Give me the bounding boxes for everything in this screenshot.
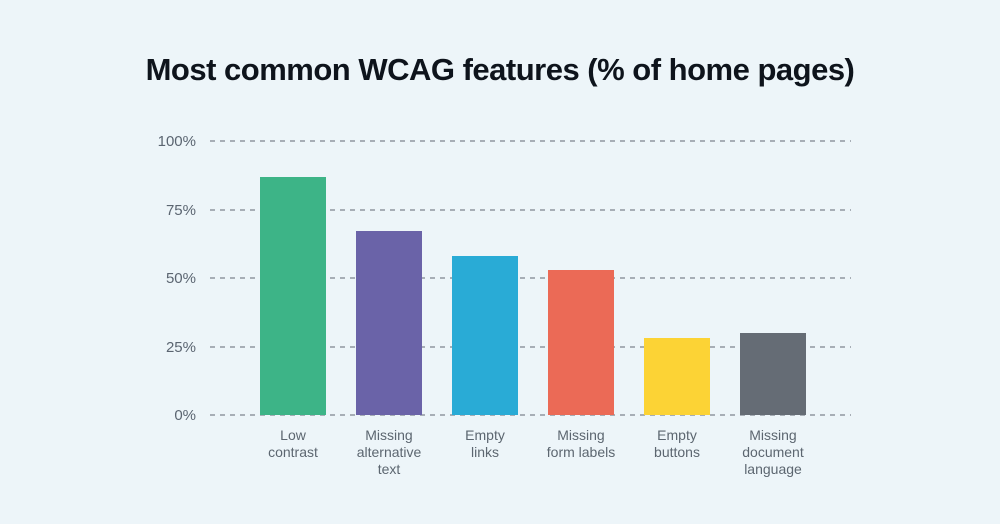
bar-low-contrast — [260, 176, 326, 415]
gridline-75 — [210, 208, 851, 211]
gridline-0 — [210, 414, 851, 416]
bar-empty-links — [452, 256, 518, 415]
bar-missing-alternative-text — [356, 231, 422, 415]
ytick-label-25: 25% — [165, 338, 196, 356]
category-label-missing-form-labels: Missing form labels — [546, 427, 616, 460]
category-label-low-contrast: Low contrast — [268, 427, 318, 460]
gridline-25 — [210, 345, 851, 348]
category-label-empty-links: Empty links — [465, 427, 505, 460]
ytick-label-100: 100% — [157, 133, 196, 150]
ytick-label-0: 0% — [174, 407, 196, 424]
chart-title: Most common WCAG features (% of home pag… — [145, 52, 855, 87]
bar-empty-buttons — [644, 338, 710, 415]
gridline-50 — [210, 277, 851, 279]
category-label-missing-document-language: Missing document language — [742, 427, 804, 477]
category-label-missing-alternative-text: Missing alternative text — [356, 427, 422, 477]
plot-area — [210, 140, 851, 416]
category-label-empty-buttons: Empty buttons — [654, 427, 700, 460]
ytick-label-75: 75% — [165, 201, 196, 219]
gridline-100 — [210, 140, 851, 142]
ytick-label-50: 50% — [165, 270, 196, 287]
bar-missing-document-language — [740, 332, 806, 415]
bar-missing-form-labels — [548, 269, 614, 415]
